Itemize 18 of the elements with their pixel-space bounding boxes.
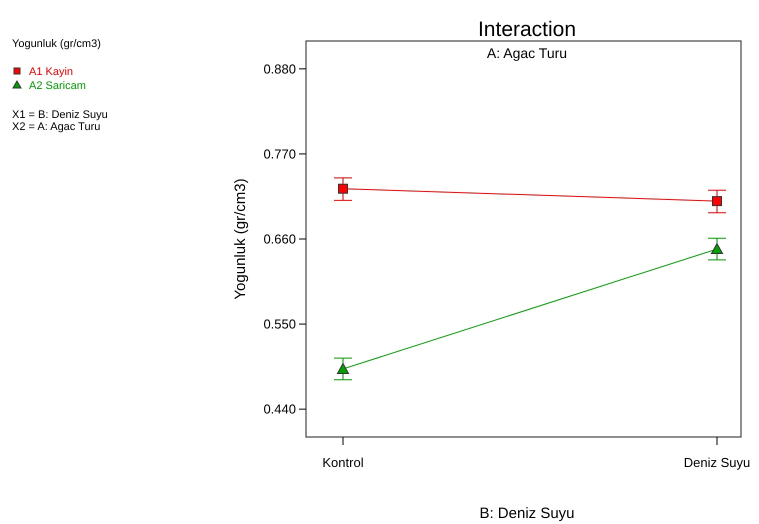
y-tick-label: 0.550 [263, 316, 296, 332]
point [712, 196, 722, 206]
point [338, 184, 348, 194]
chart-subtitle: A: Agac Turu [486, 45, 568, 61]
chart-title: Interaction [478, 18, 576, 41]
y-axis-title: Yogunluk (gr/cm3) [232, 178, 249, 300]
y-tick-label: 0.770 [263, 146, 296, 162]
y-tick-label: 0.880 [263, 61, 296, 76]
x-tick-label: Deniz Suyu [684, 455, 750, 470]
text: X2 = A: Agac Turu [12, 121, 100, 133]
text: Yogunluk (gr/cm3) [12, 38, 101, 50]
legend-label: A2 Saricam [29, 80, 86, 92]
y-tick-label: 0.440 [263, 402, 296, 417]
x-tick-label: Kontrol [322, 455, 364, 470]
legend-label: A1 Kayin [29, 66, 74, 78]
y-tick-label: 0.660 [263, 232, 296, 246]
text: X1 = B: Deniz Suyu [12, 109, 108, 121]
x-axis-title: B: Deniz Suyu [479, 505, 575, 522]
